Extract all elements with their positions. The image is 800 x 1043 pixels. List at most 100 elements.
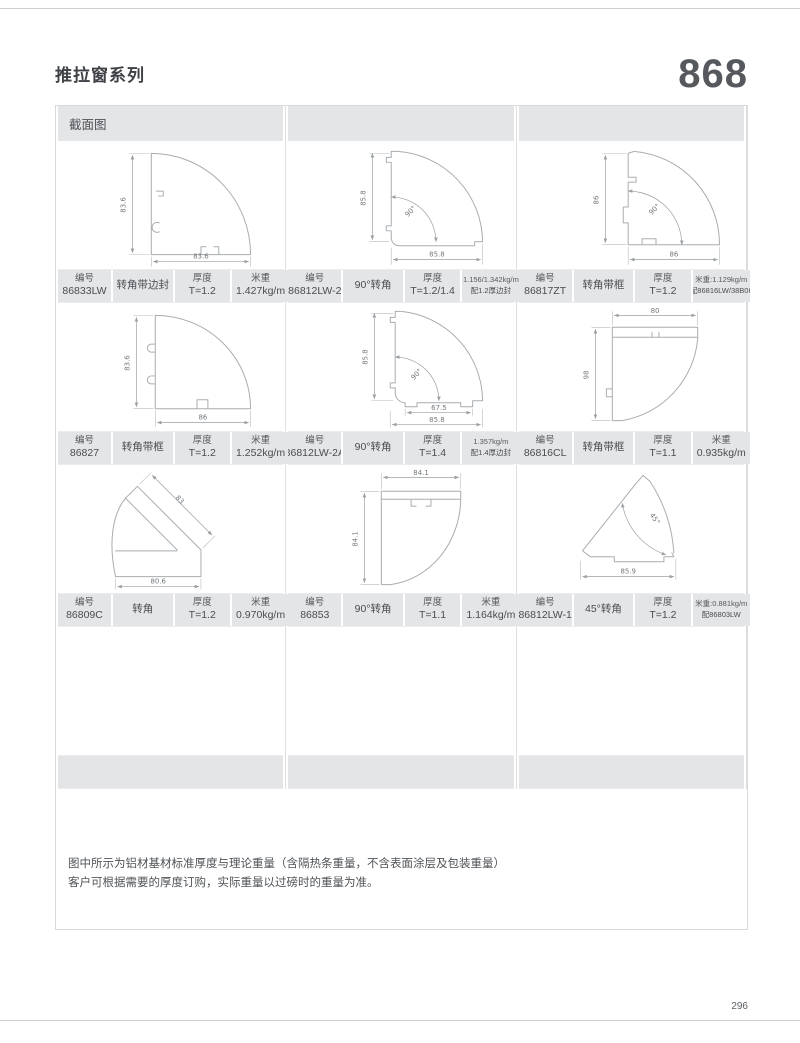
weight-line1: 1.156/1.342kg/m <box>462 275 519 285</box>
code-value: 86853 <box>300 609 330 622</box>
spec-code-cell: 编号 86809C <box>58 594 111 626</box>
product-name: 转角 <box>132 603 154 616</box>
note-line-2: 客户可根据需要的厚度订购，实际重量以过磅时的重量为准。 <box>68 876 379 889</box>
profile-diagram-86833LW: 83.6 83.6 <box>56 141 286 269</box>
empty-diagram-cell <box>56 627 286 755</box>
spec-thickness-cell: 厚度 T=1.2 <box>635 270 691 302</box>
thickness-value: T=1.2 <box>188 447 216 460</box>
table-column-3: 90° 86 86 编号 86817ZT 转角带框 厚度 T=1.2 米重:1.… <box>516 106 750 789</box>
weight-line2: 配86803LW <box>701 610 741 619</box>
dim-label-top: 80 <box>650 307 659 315</box>
dim-label-horizontal: 83.6 <box>193 253 208 261</box>
spec-name-cell: 转角带框 <box>573 432 634 464</box>
thickness-value: T=1.4 <box>418 447 447 460</box>
spec-weight-cell: 1.156/1.342kg/m 配1.2厚边封 <box>462 270 520 302</box>
spec-row-86812LW-1: 编号 86812LW-1 45°转角 厚度 T=1.2 米重:0.881kg/m… <box>518 593 750 627</box>
note-line-1: 图中所示为铝材基材标准厚度与理论重量（含隔热条重量，不含表面涂层及包装重量） <box>68 858 505 870</box>
page-bottom-rule <box>0 1020 800 1021</box>
spec-thickness-cell: 厚度 T=1.2 <box>174 594 230 626</box>
code-value: 86817ZT <box>524 285 567 298</box>
spec-weight-cell: 米重 1.252kg/m <box>231 432 290 464</box>
code-label: 编号 <box>535 597 555 608</box>
spec-row-86812LW-2A: 编号 86812LW-2A 90°转角 厚度 T=1.4 1.357kg/m 配… <box>288 431 520 465</box>
empty-spec-band <box>288 755 514 789</box>
profile-diagram-86812LW-2A: 90° 85.8 67.5 85.8 <box>286 303 516 431</box>
profile-drawing: 84.1 84.1 <box>352 469 462 586</box>
thickness-label: 厚度 <box>653 597 673 608</box>
code-label: 编号 <box>74 435 94 446</box>
thickness-value: T=1.2/1.4 <box>410 285 455 298</box>
angle-label: 45° <box>647 512 661 527</box>
profile-drawing: 83.6 86 <box>123 314 252 427</box>
dim-label-vertical: 98 <box>582 371 590 380</box>
spec-row-86812LW-2: 编号 86812LW-2 90°转角 厚度 T=1.2/1.4 1.156/1.… <box>288 269 520 303</box>
code-value: 86812LW-2A <box>288 447 341 460</box>
thickness-label: 厚度 <box>653 435 673 446</box>
spec-row-86809C: 编号 86809C 转角 厚度 T=1.2 米重 0.970kg/m <box>58 593 290 627</box>
page-header: 推拉窗系列 868 <box>55 40 748 94</box>
spec-row-86817ZT: 编号 86817ZT 转角带框 厚度 T=1.2 米重:1.129kg/m 配8… <box>518 269 750 303</box>
code-label: 编号 <box>535 435 555 446</box>
empty-spec-band <box>518 755 744 789</box>
spec-row-86853: 编号 86853 90°转角 厚度 T=1.1 米重 1.164kg/m <box>288 593 520 627</box>
angle-label: 90° <box>647 202 661 216</box>
weight-line1: 米重 <box>251 273 271 284</box>
thickness-label: 厚度 <box>192 597 212 608</box>
spec-name-cell: 转角 <box>112 594 173 626</box>
section-table: 截面图 83.6 83.6 编号 86833LW 转角带边封 厚度 <box>55 105 750 930</box>
thickness-label: 厚度 <box>423 435 443 446</box>
spec-row-86833LW: 编号 86833LW 转角带边封 厚度 T=1.2 米重 1.427kg/m <box>58 269 290 303</box>
profile-drawing: 90° 85.8 85.8 <box>360 150 484 265</box>
profile-diagram-86812LW-2: 90° 85.8 85.8 <box>286 141 516 269</box>
product-name: 45°转角 <box>585 603 622 616</box>
thickness-label: 厚度 <box>192 273 212 284</box>
product-name: 转角带框 <box>582 441 625 454</box>
weight-line2: 配1.4厚边封 <box>470 448 512 457</box>
code-label: 编号 <box>305 435 325 446</box>
empty-spec-band <box>58 755 284 789</box>
dim-label-vertical: 83.6 <box>119 197 127 212</box>
thickness-label: 厚度 <box>192 435 212 446</box>
dim-label-horizontal: 85.9 <box>620 568 635 576</box>
thickness-value: T=1.2 <box>649 285 677 298</box>
weight-line2: 配86816LW/38B06 <box>692 286 750 295</box>
table-column-1: 截面图 83.6 83.6 编号 86833LW 转角带边封 厚度 <box>56 106 290 789</box>
weight-line2: 0.970kg/m <box>236 609 286 622</box>
profile-drawing: 90° 85.8 67.5 85.8 <box>362 310 484 428</box>
weight-line1: 米重:1.129kg/m <box>695 275 748 285</box>
dim-label-vertical: 85.8 <box>360 190 368 205</box>
thickness-label: 厚度 <box>653 273 673 284</box>
spec-weight-cell: 1.357kg/m 配1.4厚边封 <box>462 432 520 464</box>
code-label: 编号 <box>305 597 325 608</box>
spec-name-cell: 转角带框 <box>573 270 634 302</box>
spec-row-86816CL: 编号 86816CL 转角带框 厚度 T=1.1 米重 0.935kg/m <box>518 431 750 465</box>
code-label: 编号 <box>305 273 325 284</box>
dim-label-horizontal: 85.8 <box>430 251 445 259</box>
profile-diagram-86817ZT: 90° 86 86 <box>516 141 746 269</box>
spec-name-cell: 转角带框 <box>112 432 173 464</box>
dim-label-horizontal-inner: 67.5 <box>431 404 446 412</box>
product-name: 90°转角 <box>354 603 392 616</box>
product-name: 转角带框 <box>582 279 625 292</box>
dim-label-top: 84.1 <box>414 469 429 477</box>
spec-code-cell: 编号 86812LW-2 <box>288 270 342 302</box>
thickness-value: T=1.1 <box>649 447 677 460</box>
section-header-cell <box>518 106 744 141</box>
profile-drawing: 90° 86 86 <box>592 150 720 265</box>
dim-label-horizontal: 85.8 <box>430 416 445 424</box>
table-footer-note: 图中所示为铝材基材标准厚度与理论重量（含隔热条重量，不含表面涂层及包装重量） 客… <box>56 789 747 929</box>
empty-diagram-cell <box>516 627 746 755</box>
product-name: 转角带边封 <box>116 279 170 292</box>
code-label: 编号 <box>535 273 555 284</box>
spec-weight-cell: 米重 0.935kg/m <box>692 432 750 464</box>
dim-label-vertical: 83.6 <box>123 355 131 370</box>
spec-thickness-cell: 厚度 T=1.2 <box>174 270 230 302</box>
weight-line2: 1.427kg/m <box>236 285 286 298</box>
profile-drawing: 80 98 <box>582 307 698 422</box>
code-value: 86816CL <box>523 447 567 460</box>
weight-line2: 1.252kg/m <box>236 447 286 460</box>
spec-thickness-cell: 厚度 T=1.2/1.4 <box>404 270 461 302</box>
dim-label-horizontal: 86 <box>199 414 208 422</box>
weight-line2: 0.935kg/m <box>696 447 746 460</box>
weight-line2: 1.164kg/m <box>466 609 516 622</box>
